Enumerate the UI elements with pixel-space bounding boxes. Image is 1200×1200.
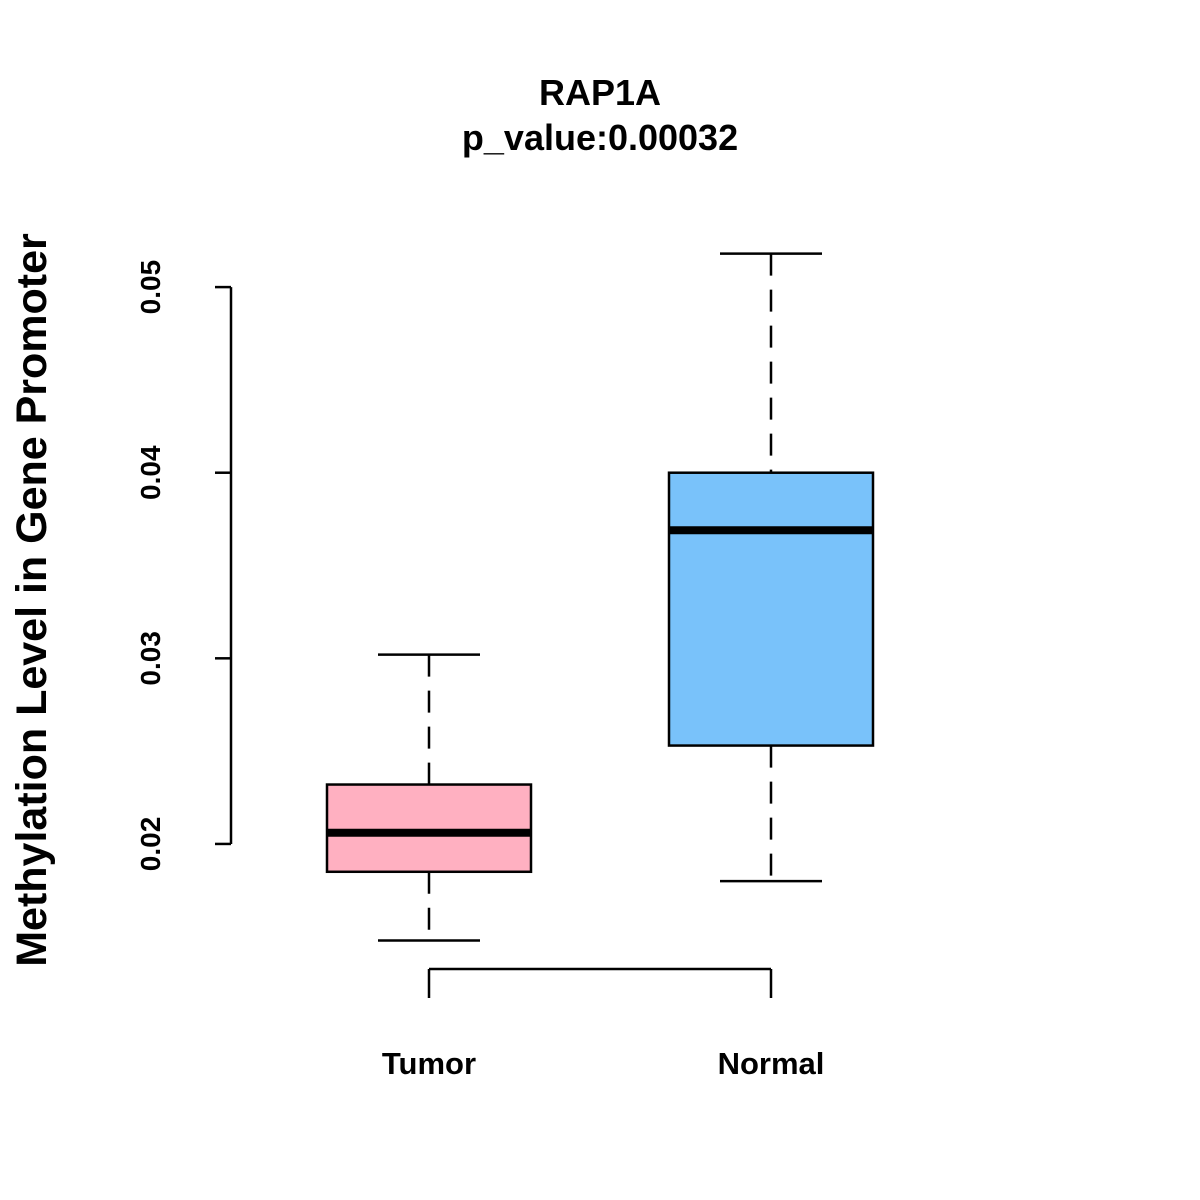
- box-group: [325, 252, 875, 942]
- box-normal: [667, 252, 875, 883]
- x-tick-label: Tumor: [382, 1046, 476, 1081]
- y-tick-label: 0.05: [135, 260, 166, 315]
- y-tick-label: 0.03: [135, 631, 166, 686]
- interquartile-box: [667, 471, 875, 747]
- y-tick-label: 0.04: [135, 445, 166, 500]
- x-axis: Tumor Normal: [382, 967, 825, 1081]
- y-axis: 0.02 0.03 0.04 0.05: [135, 260, 233, 872]
- y-axis-label: Methylation Level in Gene Promoter: [8, 233, 56, 967]
- y-tick-label: 0.02: [135, 817, 166, 872]
- chart-title: RAP1A: [539, 72, 661, 113]
- x-tick-label: Normal: [718, 1046, 825, 1081]
- chart-subtitle: p_value:0.00032: [462, 117, 738, 158]
- box-tumor: [325, 653, 533, 942]
- interquartile-box: [325, 783, 533, 874]
